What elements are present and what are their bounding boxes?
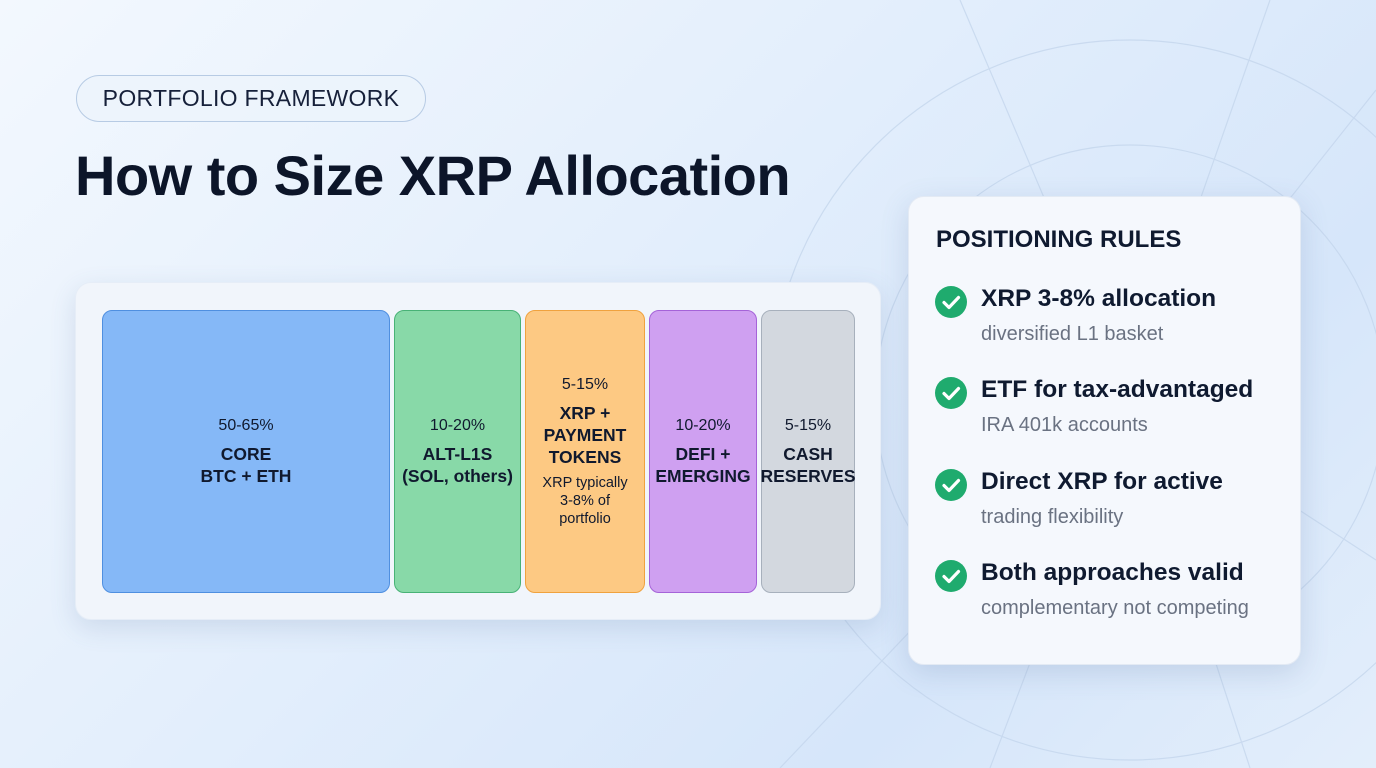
segment-core: 50-65% CORE BTC + ETH <box>102 310 390 593</box>
segment-defi: 10-20% DEFI + EMERGING <box>649 310 757 593</box>
segment-core-label: CORE BTC + ETH <box>200 443 292 486</box>
segment-alt-l1: 10-20% ALT-L1S (SOL, others) <box>394 310 521 593</box>
segment-alt-l1-label: ALT-L1S (SOL, others) <box>402 443 513 486</box>
rule-title: XRP 3-8% allocation <box>981 285 1217 312</box>
rule-title: Direct XRP for active <box>981 468 1223 495</box>
rules-title: POSITIONING RULES <box>936 226 1182 253</box>
rule-subtitle: diversified L1 basket <box>981 323 1164 345</box>
segment-cash-percent: 5-15% <box>784 416 832 434</box>
section-badge: PORTFOLIO FRAMEWORK <box>76 75 426 122</box>
segment-core-percent: 50-65% <box>218 416 274 434</box>
segment-xrp-percent: 5-15% <box>561 375 609 393</box>
positioning-rules-card: POSITIONING RULES XRP 3-8% allocation di… <box>908 196 1301 665</box>
check-circle-icon <box>935 469 967 501</box>
rule-subtitle: complementary not competing <box>981 597 1249 619</box>
segment-cash: 5-15% CASH RESERVES <box>760 310 856 593</box>
rule-title: ETF for tax-advantaged <box>981 376 1254 403</box>
check-circle-icon <box>935 286 967 318</box>
segment-xrp-payment: 5-15% XRP + PAYMENT TOKENS XRP typically… <box>525 310 645 593</box>
segment-defi-percent: 10-20% <box>675 416 731 434</box>
rule-subtitle: IRA 401k accounts <box>981 414 1148 436</box>
rule-title: Both approaches valid <box>981 559 1244 586</box>
allocation-chart: 50-65% CORE BTC + ETH 10-20% ALT-L1S (SO… <box>75 282 881 620</box>
segment-xrp-note: XRP typically 3-8% of portfolio <box>542 474 628 527</box>
segment-cash-label: CASH RESERVES <box>760 443 856 486</box>
check-circle-icon <box>935 560 967 592</box>
segment-xrp-label: XRP + PAYMENT TOKENS <box>543 402 627 467</box>
check-circle-icon <box>935 377 967 409</box>
segment-alt-l1-percent: 10-20% <box>429 416 486 434</box>
page-title: How to Size XRP Allocation <box>75 144 791 207</box>
segment-defi-label: DEFI + EMERGING <box>655 443 751 486</box>
rule-subtitle: trading flexibility <box>981 506 1124 528</box>
